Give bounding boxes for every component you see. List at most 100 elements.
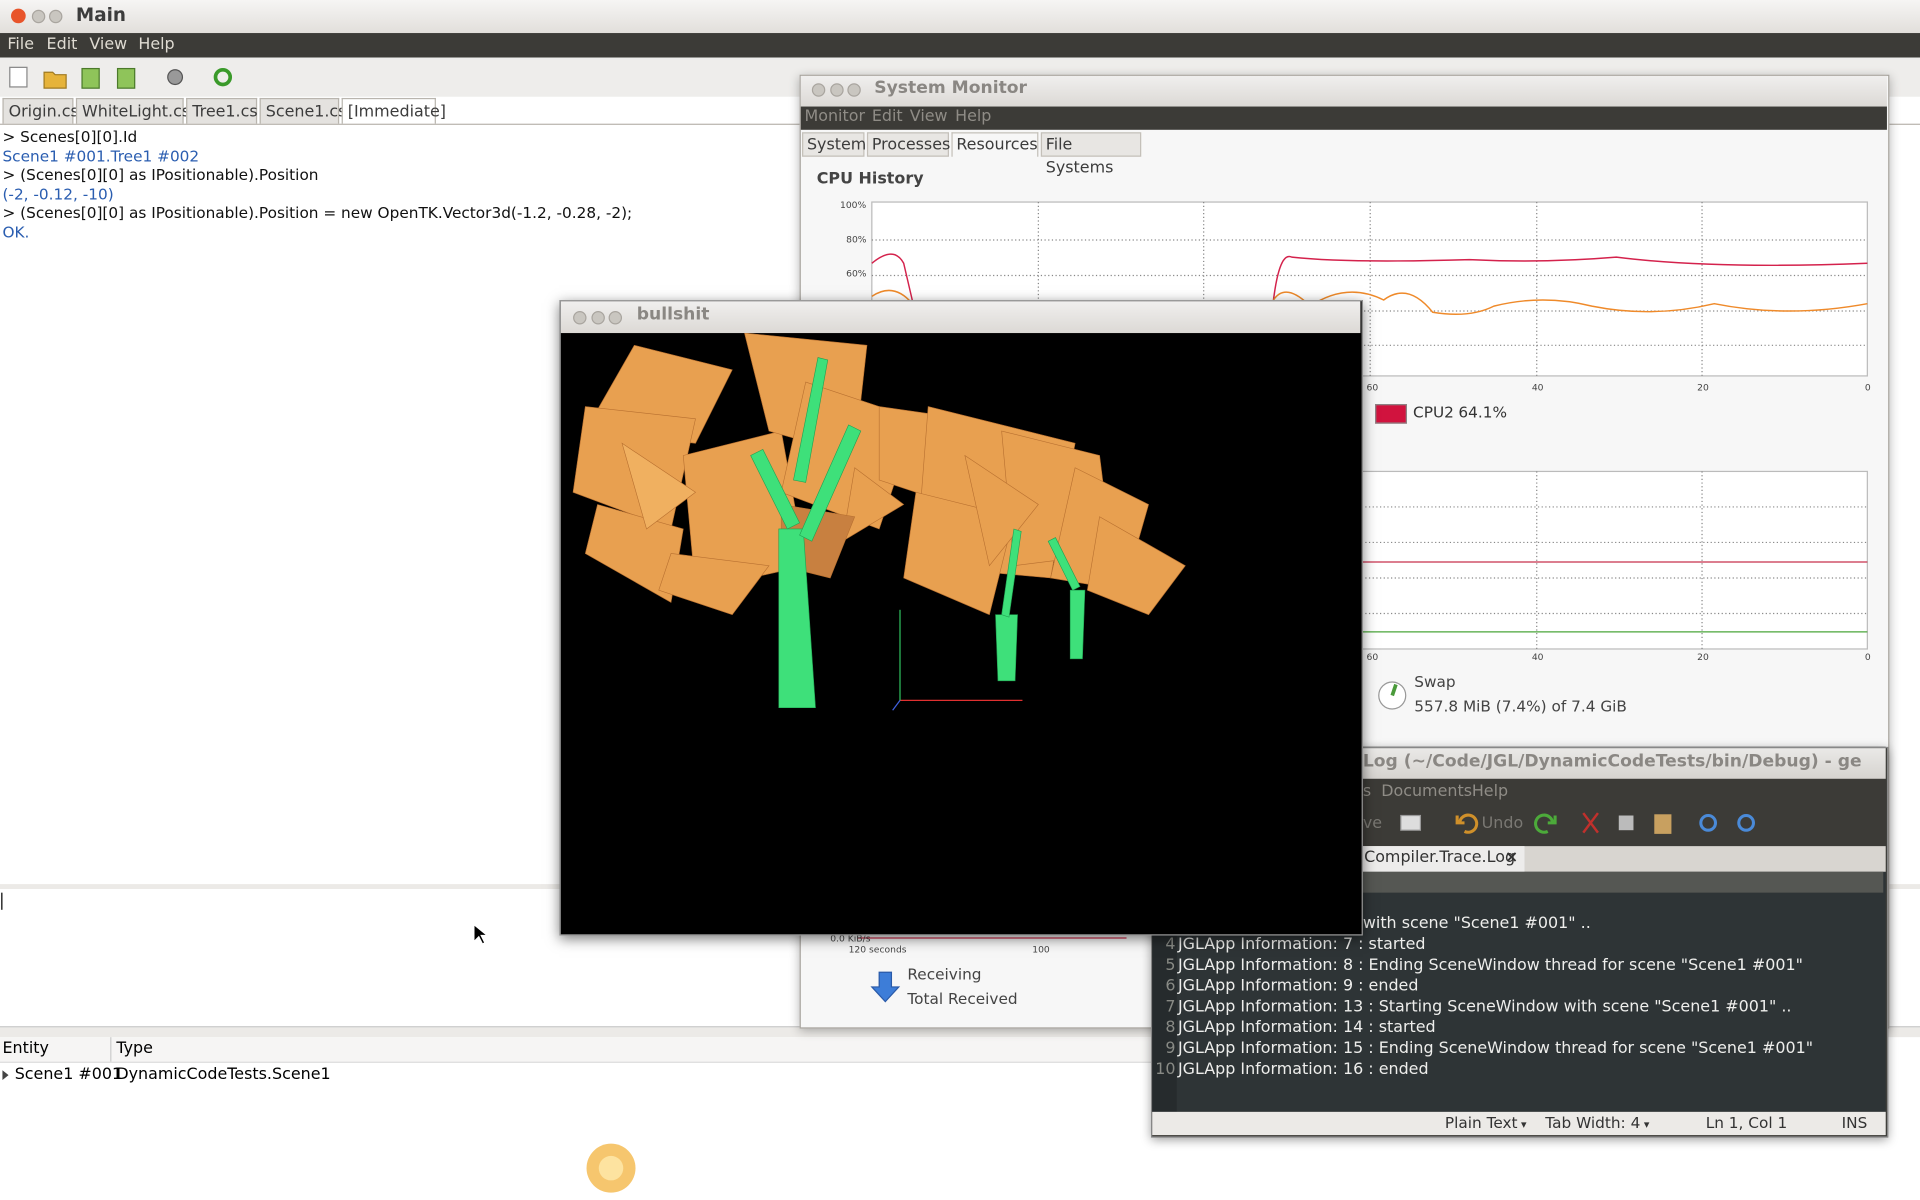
tab-active[interactable]: [Immediate] — [341, 97, 446, 124]
refresh-icon[interactable] — [213, 67, 233, 87]
settings-icon[interactable] — [167, 69, 184, 86]
menu-bar: Monitor Edit View Help — [800, 106, 1887, 130]
swap-gauge — [1378, 681, 1407, 710]
menu-item[interactable]: Edit — [46, 35, 78, 54]
line-number: 7 — [1165, 997, 1176, 1017]
scene-titlebar — [560, 301, 1361, 334]
log-line: JGLApp Information: 7 : started — [1177, 935, 1426, 954]
table-cell[interactable]: Scene1 #001 — [14, 1065, 123, 1084]
console: > Scenes[0][0].Id Scene1 #001.Tree1 #002 >… — [0, 125, 800, 884]
column-header[interactable]: Entity — [2, 1039, 49, 1058]
table-cell[interactable]: DynamicCodeTests.Scene1 — [116, 1065, 331, 1084]
dock-icon[interactable] — [582, 1124, 643, 1200]
cut-icon[interactable] — [1582, 812, 1599, 834]
new-icon[interactable] — [9, 66, 28, 88]
redo-icon[interactable] — [1534, 813, 1557, 834]
window-title: Main — [75, 3, 126, 26]
tab-close[interactable]: × — [1504, 848, 1519, 867]
maximize-button[interactable] — [48, 9, 63, 24]
x-tick-label: 120 seconds — [848, 944, 907, 956]
x-tick-label: 100 — [1032, 944, 1050, 956]
save-all-icon[interactable] — [116, 67, 136, 89]
maximize-button[interactable] — [847, 83, 861, 97]
x-tick-label: 0 — [1864, 382, 1871, 394]
swap-value: 557.8 MiB (7.4%) of 7.4 GiB — [1414, 696, 1627, 716]
tab[interactable]: Processes — [866, 132, 950, 157]
log-line: JGLApp Information: 16 : ended — [1177, 1060, 1429, 1079]
menu-item[interactable]: Help — [955, 107, 992, 127]
print-icon[interactable] — [1400, 814, 1422, 831]
log-line: JGLApp Information: 8 : Ending SceneWind… — [1177, 956, 1803, 975]
copy-icon[interactable] — [1618, 815, 1634, 831]
menu-item[interactable]: File — [7, 35, 34, 54]
legend-label: CPU2 — [1413, 402, 1454, 422]
line-number: 10 — [1155, 1060, 1176, 1079]
gedit-toolbar-icons — [1400, 812, 1756, 834]
status-item[interactable]: Tab Width: 4 — [1545, 1113, 1649, 1135]
menu-item[interactable]: Help — [138, 35, 175, 54]
menu-item[interactable]: Edit — [871, 107, 903, 127]
y-tick-label: 100% — [840, 199, 867, 211]
main-titlebar — [0, 0, 1920, 35]
toolbar-label[interactable]: Undo — [1481, 814, 1524, 833]
table-header: Entity Type — [0, 1037, 1152, 1063]
minimize-button[interactable] — [830, 83, 844, 97]
maximize-button[interactable] — [608, 311, 623, 325]
menu-bar: s Documents Help — [1152, 779, 1885, 805]
console-line: Scene1 #001.Tree1 #002 — [2, 146, 200, 165]
legend-swatch[interactable] — [1375, 404, 1407, 424]
y-tick-label: 80% — [846, 233, 867, 245]
tab[interactable]: Tree1.cs — [186, 97, 258, 124]
menu-item[interactable]: View — [909, 107, 948, 127]
x-tick-label: 0 — [1864, 651, 1871, 663]
menu-item[interactable]: View — [89, 35, 128, 54]
section-label: CPU History — [816, 170, 924, 189]
status-item: Ln 1, Col 1 — [1705, 1113, 1788, 1132]
line-number: 9 — [1165, 1039, 1176, 1058]
tab[interactable]: System — [802, 132, 866, 157]
toolbar-label[interactable]: ve — [1362, 814, 1383, 833]
menu-item[interactable]: Documents — [1381, 782, 1472, 801]
close-button[interactable] — [11, 8, 26, 24]
save-icon[interactable] — [81, 67, 100, 89]
tab-label[interactable]: Compiler.Trace.Log — [1364, 848, 1516, 867]
expander[interactable] — [1, 1069, 11, 1081]
line-number: 6 — [1165, 977, 1176, 996]
tab[interactable]: Origin.cs — [2, 97, 79, 124]
close-button[interactable] — [573, 311, 587, 325]
log-line: JGLApp Information: 15 : Ending SceneWin… — [1177, 1039, 1814, 1058]
column-header[interactable]: Type — [116, 1039, 153, 1058]
gedit-tab[interactable] — [1360, 846, 1525, 872]
legend-value: 64.1% — [1458, 402, 1508, 422]
menu-item[interactable]: s — [1362, 782, 1372, 801]
console-line: > Scenes[0][0].Id — [2, 127, 138, 146]
caret — [1, 892, 3, 910]
x-tick-label: 40 — [1531, 382, 1544, 394]
find-icon[interactable] — [1699, 813, 1718, 832]
x-tick-label: 20 — [1697, 382, 1709, 394]
line-number: 5 — [1165, 956, 1176, 975]
menu-item[interactable]: Monitor — [804, 107, 866, 127]
y-tick-label: 0.0 KiB/s — [830, 933, 871, 945]
tab-active[interactable]: Resources — [951, 132, 1039, 157]
console-line: > (Scenes[0][0] as IPositionable).Positi… — [2, 203, 633, 222]
status-bar: Plain Text Tab Width: 4 Ln 1, Col 1 INS — [1152, 1111, 1886, 1136]
console-line: > (Scenes[0][0] as IPositionable).Positi… — [2, 165, 319, 184]
tab[interactable]: Scene1.cs — [259, 97, 346, 124]
tab[interactable]: WhiteLight.cs — [75, 97, 190, 124]
line-number: 8 — [1165, 1018, 1176, 1038]
tab[interactable]: File Systems — [1040, 132, 1142, 178]
line-number: 4 — [1165, 935, 1176, 954]
scene-render — [572, 333, 1186, 711]
paste-icon[interactable] — [1654, 814, 1672, 834]
close-button[interactable] — [811, 83, 826, 97]
menu-item[interactable]: Help — [1471, 782, 1509, 801]
status-item[interactable]: Plain Text — [1445, 1113, 1527, 1135]
minimize-button[interactable] — [591, 311, 605, 325]
minimize-button[interactable] — [31, 9, 46, 24]
replace-icon[interactable] — [1737, 813, 1756, 832]
open-icon[interactable] — [43, 71, 67, 89]
log-line: JGLApp Information: 14 : started — [1177, 1018, 1436, 1038]
undo-icon[interactable] — [1455, 813, 1479, 834]
